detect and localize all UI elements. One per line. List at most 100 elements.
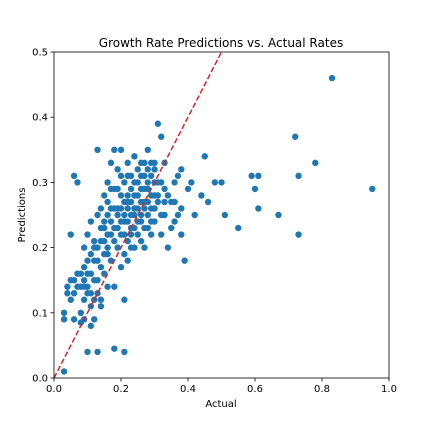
data-point (70, 290, 78, 297)
data-point (101, 270, 108, 277)
data-point (111, 345, 118, 352)
data-point (91, 277, 98, 284)
data-point (117, 218, 125, 225)
data-point (144, 179, 151, 186)
data-point (121, 198, 128, 206)
data-point (77, 309, 85, 316)
data-point (94, 211, 101, 219)
y-tick-label: 0.1 (32, 308, 48, 319)
data-point (174, 172, 182, 180)
data-point (147, 172, 155, 180)
data-point (97, 263, 105, 271)
data-point (107, 205, 115, 212)
y-tick-label: 0.3 (32, 178, 48, 189)
data-point (124, 237, 131, 245)
data-point (94, 348, 101, 356)
data-point (77, 270, 85, 277)
data-point (127, 198, 135, 206)
data-point (164, 192, 172, 199)
axes (53, 51, 390, 379)
data-point (111, 237, 118, 245)
data-point (97, 224, 105, 232)
data-point (221, 211, 229, 219)
data-point (255, 205, 262, 212)
data-point (107, 231, 115, 238)
x-axis-label: Actual (205, 399, 236, 410)
data-point (94, 146, 101, 153)
data-point (328, 74, 336, 82)
data-point (114, 166, 121, 173)
data-point (70, 316, 78, 323)
data-point (131, 224, 138, 232)
data-point (127, 172, 135, 180)
y-tick-label: 0.4 (32, 113, 48, 124)
data-point (174, 211, 182, 219)
x-tick-label: 0.8 (314, 384, 330, 395)
data-point (121, 179, 128, 186)
data-point (121, 211, 128, 219)
data-point (201, 153, 208, 160)
data-point (67, 277, 74, 284)
data-point (124, 218, 131, 225)
x-axis-ticks: 0.0 0.2 0.4 0.6 0.8 1.0 (46, 378, 397, 395)
y-tick-label: 0.5 (32, 48, 48, 59)
data-point (111, 146, 118, 153)
data-point (127, 185, 135, 193)
data-point (154, 198, 162, 206)
data-point (141, 244, 148, 251)
x-tick-label: 0.4 (180, 384, 196, 395)
data-point (104, 211, 111, 219)
data-point (67, 231, 74, 238)
data-point (184, 185, 192, 193)
data-point (101, 192, 108, 199)
data-point (84, 257, 91, 264)
data-point (251, 185, 259, 193)
data-point (87, 218, 95, 225)
data-point (97, 296, 105, 303)
data-point (104, 244, 111, 251)
data-point (218, 179, 225, 186)
data-point (248, 172, 255, 180)
data-point (64, 283, 71, 290)
data-point (117, 146, 125, 153)
y-tick-label: 0.0 (32, 374, 48, 385)
data-point (178, 231, 185, 238)
data-point (144, 185, 151, 193)
data-point (124, 205, 131, 212)
reference-line-y-equals-x (53, 51, 223, 379)
data-point (144, 146, 151, 153)
data-point (171, 218, 178, 225)
data-point (191, 211, 198, 219)
data-point (114, 185, 121, 193)
data-point (144, 224, 151, 232)
data-point (151, 166, 158, 173)
data-point (131, 153, 138, 160)
data-point (104, 250, 111, 258)
data-point (147, 231, 155, 238)
data-point (64, 290, 71, 297)
data-point (292, 133, 299, 140)
data-point (141, 172, 148, 180)
data-point (87, 250, 95, 258)
data-point (134, 205, 141, 212)
data-point (111, 224, 118, 232)
data-point (104, 283, 111, 290)
data-point (80, 263, 88, 271)
x-tick-label: 0.2 (113, 384, 129, 395)
data-point (178, 166, 185, 173)
data-point (131, 211, 138, 219)
data-point (144, 166, 151, 173)
data-point (80, 277, 88, 284)
y-axis-label: Predictions (17, 188, 28, 243)
data-point (117, 172, 125, 180)
data-point (117, 192, 125, 199)
data-point (369, 185, 376, 193)
data-point (134, 218, 141, 225)
data-point (91, 237, 98, 245)
x-tick-label: 0.6 (247, 384, 263, 395)
data-point (147, 159, 155, 167)
data-point (70, 172, 78, 180)
data-point (121, 348, 128, 356)
data-point (211, 179, 218, 186)
data-point (144, 211, 151, 219)
